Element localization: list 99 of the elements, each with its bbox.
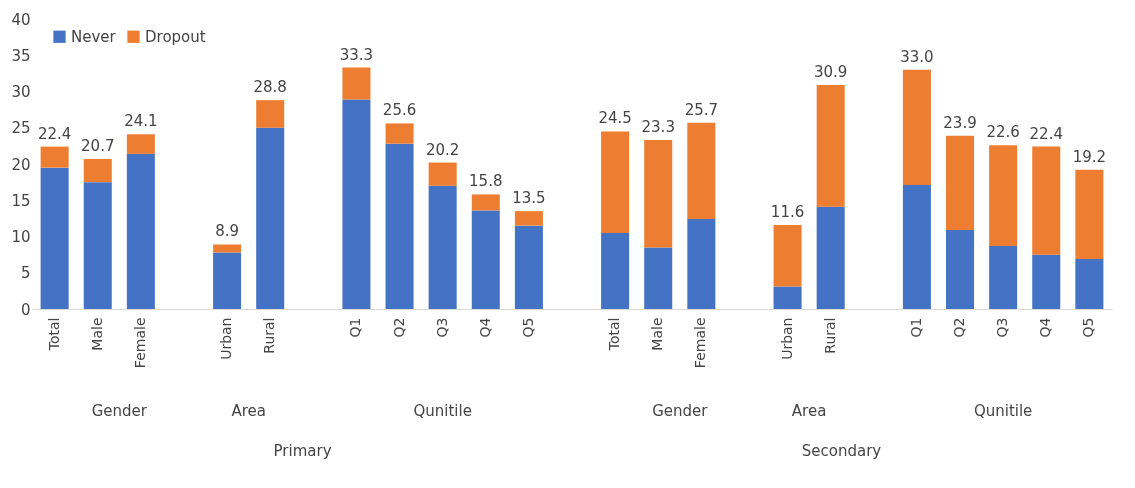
bar [946,135,975,230]
total-label: 22.6 [986,123,1020,142]
bar [687,122,716,220]
x-tick-label: Q3 [994,317,1011,338]
bar [428,185,457,309]
y-tick-label: 30 [11,83,31,101]
bar [1032,146,1061,255]
text: Qunitile [973,402,1033,420]
bar [256,127,285,309]
x-tick-label: Total [606,317,623,352]
bar [385,123,414,144]
text: Area [791,402,827,420]
bar [428,162,457,186]
x-tick-label: Total [45,317,62,352]
bar [126,134,155,154]
x-tick-label: Q3 [433,317,450,338]
bar [514,225,543,309]
bar [816,206,845,309]
bar [601,131,630,233]
x-tick-label: Q1 [347,317,364,338]
bar [902,185,931,309]
x-tick-label: Female [131,317,148,369]
x-tick-label: Urban [778,317,795,360]
x-tick-label: Female [692,317,709,369]
x-tick-label: Rural [821,317,838,354]
x-tick-label: Q5 [1080,317,1097,338]
bar [385,143,414,309]
bar [213,244,242,253]
text: Secondary [801,442,882,460]
bar [342,99,371,309]
y-tick-label: 15 [11,191,31,210]
total-label: 25.7 [684,100,719,119]
total-label: 13.5 [512,189,546,208]
total-label: 8.9 [215,222,240,241]
bar [989,145,1018,246]
y-tick-label: 0 [20,300,31,319]
bar [471,210,500,309]
total-label: 33.3 [339,45,374,64]
legend-label: Never [71,27,117,46]
x-tick-label: Male [649,317,666,351]
total-label: 25.6 [382,101,417,120]
x-tick-label: Rural [261,317,278,354]
total-label: 28.8 [253,78,287,97]
bar [471,194,500,211]
x-tick-label: Q1 [907,317,924,338]
total-label: 22.4 [1029,124,1063,143]
x-tick-label: Q2 [951,317,968,338]
y-tick-label: 5 [20,264,31,283]
bar [816,84,845,207]
total-label: 23.3 [641,118,675,137]
x-tick-label: Q5 [519,317,536,338]
y-tick-label: 40 [11,10,31,29]
text: Area [231,402,266,420]
text: Gender [91,402,148,420]
bar [946,229,975,309]
x-tick-label: Q4 [1037,317,1054,338]
bar [644,247,673,309]
bar [83,182,112,309]
bar [40,146,69,168]
bar [213,252,242,309]
total-label: 33.0 [900,47,934,66]
total-label: 24.5 [598,109,632,128]
y-tick-label: 10 [11,228,31,246]
total-label: 30.9 [813,62,848,81]
bar [989,245,1018,309]
total-label: 20.7 [81,136,115,155]
x-tick-label: Q4 [476,317,493,338]
total-label: 24.1 [124,112,158,131]
bar [256,100,285,128]
bar [773,224,802,287]
bar [644,140,673,248]
bar [1075,258,1104,309]
bar [601,232,630,309]
total-label: 20.2 [425,140,460,159]
y-tick-label: 25 [11,119,31,138]
total-label: 22.4 [37,124,72,143]
text: Gender [652,402,709,420]
text: Qunitile [413,402,472,420]
bar [1075,169,1104,259]
y-tick-label: 20 [11,155,31,174]
bar [342,67,371,100]
bar [514,211,543,226]
bar [126,153,155,309]
bar [687,219,716,309]
bar [773,286,802,309]
bar [40,167,69,309]
x-tick-label: Urban [218,317,235,360]
bar [83,158,112,183]
total-label: 15.8 [469,172,503,191]
bar [902,69,931,186]
total-label: 19.2 [1072,147,1107,166]
legend-label: Dropout [145,27,206,46]
y-tick-label: 35 [11,46,31,65]
text: Primary [273,442,332,460]
bar [1032,254,1061,309]
total-label: 11.6 [770,202,805,221]
x-tick-label: Male [88,317,105,351]
x-tick-label: Q2 [390,317,407,338]
total-label: 23.9 [943,113,977,132]
